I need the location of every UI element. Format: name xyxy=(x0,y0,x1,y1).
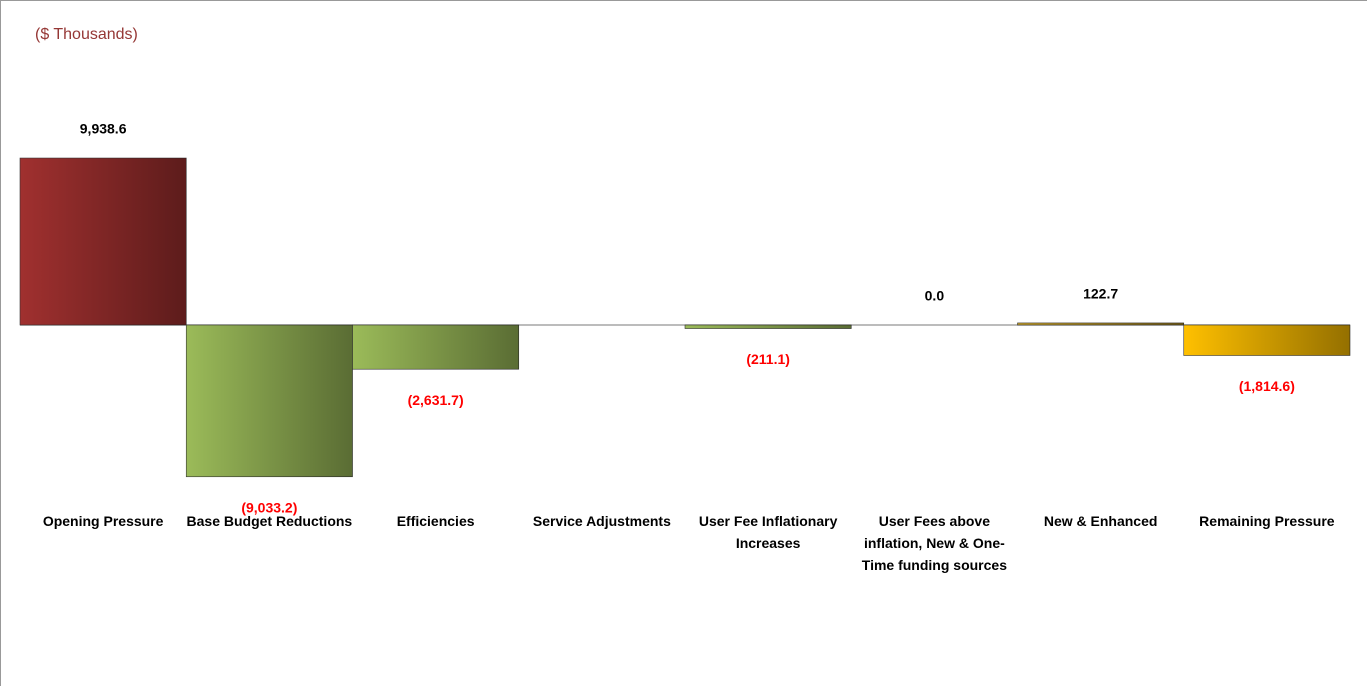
value-label: (211.1) xyxy=(746,351,790,367)
bar-shade xyxy=(1183,325,1350,356)
value-label: 122.7 xyxy=(1083,286,1118,302)
chart-title: ($ Thousands) xyxy=(35,26,138,43)
x-tick-label: User Fee Inflationary Increases xyxy=(698,513,838,551)
bar-shade xyxy=(20,158,187,325)
x-tick-label: Remaining Pressure xyxy=(1199,513,1335,529)
x-tick-label: Service Adjustments xyxy=(532,513,671,529)
x-tick-label: New & Enhanced xyxy=(1043,513,1158,529)
x-tick-label: Base Budget Reductions xyxy=(186,513,353,529)
bar-shade xyxy=(352,325,519,370)
bar-shade xyxy=(685,325,852,329)
x-tick-label: User Fees above inflation, New & One-Tim… xyxy=(861,513,1007,573)
x-tick-label: Opening Pressure xyxy=(42,513,164,529)
bar-shade xyxy=(186,325,353,477)
value-label: (1,814.6) xyxy=(1239,378,1295,394)
value-label: 0.0 xyxy=(925,288,945,304)
value-label: 9,938.6 xyxy=(80,121,127,137)
bar-shade xyxy=(1017,322,1184,325)
x-tick-label: Efficiencies xyxy=(396,513,475,529)
value-label: (9,033.2) xyxy=(241,499,297,515)
value-label: (2,631.7) xyxy=(408,392,464,408)
